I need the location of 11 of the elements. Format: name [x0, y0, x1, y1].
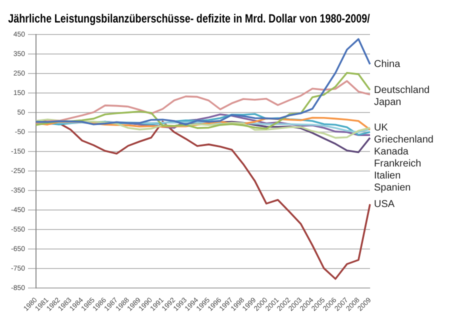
- series-label: Griechenland: [374, 134, 434, 146]
- text: Italien: [374, 170, 401, 182]
- text: Frankreich: [374, 158, 422, 170]
- series-label: USA: [374, 198, 395, 210]
- chart-title: Jährliche Leistungsbilanzüberschüsse- defizite in Mrd. Dollar von 1980-2009/: [8, 12, 370, 26]
- series-label: Japan: [374, 96, 402, 108]
- series-label: Deutschland: [374, 84, 430, 96]
- text: Spanien: [374, 182, 411, 194]
- series-label: China: [374, 59, 401, 70]
- series-label: Kanada: [374, 146, 409, 158]
- series-label: UK: [374, 122, 388, 134]
